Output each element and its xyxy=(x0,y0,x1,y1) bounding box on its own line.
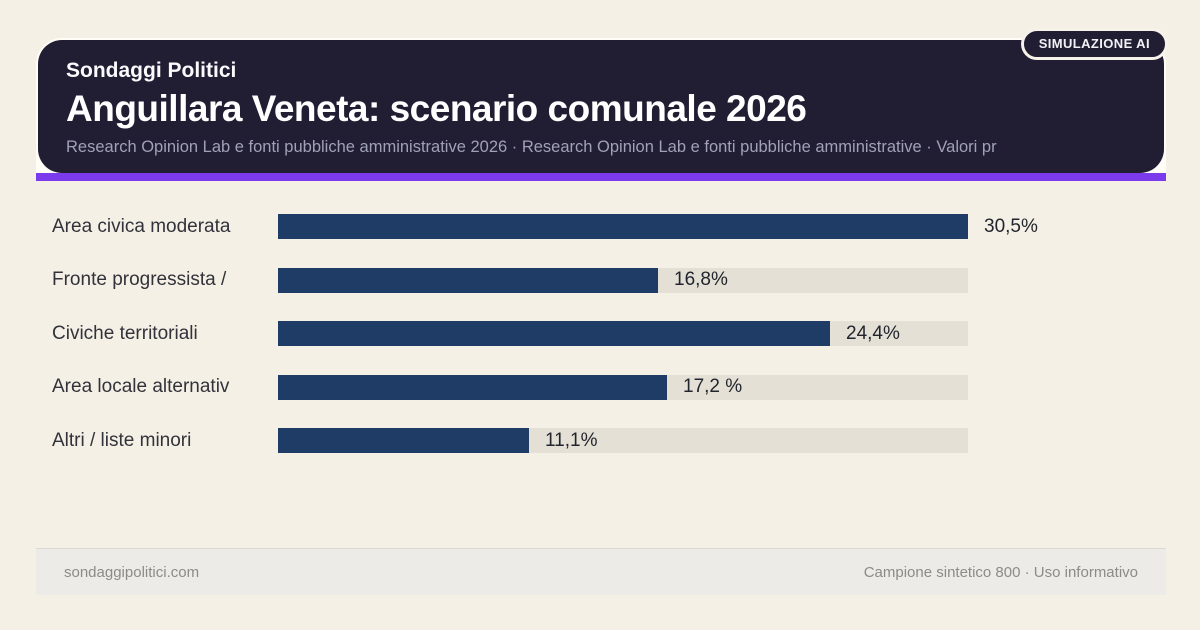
bar-track: 16,8% xyxy=(278,267,968,293)
accent-bar xyxy=(36,173,1166,181)
bar-label: Area locale alternativ xyxy=(52,376,230,397)
chart-row: Civiche territoriali 24,4% xyxy=(52,321,1152,346)
bar-fill xyxy=(278,374,667,400)
chart-row: Area civica moderata 30,5% xyxy=(52,214,1152,239)
bar-chart: Area civica moderata 30,5% Fronte progress… xyxy=(52,214,1152,482)
bar-label: Altri / liste minori xyxy=(52,429,192,451)
chart-row: Fronte progressista / 16,8% xyxy=(52,267,1152,293)
bar-value: 16,8% xyxy=(674,269,728,290)
bar-value: 24,4% xyxy=(846,322,900,344)
bar-label: Fronte progressista / xyxy=(52,269,227,290)
bar-track: 17,2 % xyxy=(278,374,968,400)
bar-value: 17,2 % xyxy=(683,376,743,397)
bar-track: 30,5% xyxy=(278,214,1038,239)
bar-value: 30,5% xyxy=(984,215,1038,237)
bar-label: Civiche territoriali xyxy=(52,322,198,344)
brand-kicker: Sondaggi Politici xyxy=(66,59,237,82)
page-title: Anguillara Veneta: scenario comunale 202… xyxy=(66,88,807,129)
footer-site: sondaggipolitici.com xyxy=(64,563,200,581)
bar-label: Area civica moderata xyxy=(52,215,231,237)
bar-fill xyxy=(278,428,529,453)
chart-row: Altri / liste minori 11,1% xyxy=(52,428,1152,453)
bar-track: 11,1% xyxy=(278,428,968,453)
chart-rows: Area civica moderata 30,5% Fronte progress… xyxy=(52,214,1152,453)
header-subtitle: Research Opinion Lab e fonti pubbliche a… xyxy=(66,138,997,156)
footer: sondaggipolitici.com Campione sintetico … xyxy=(36,548,1166,595)
header: Sondaggi Politici Anguillara Veneta: sce… xyxy=(38,40,1164,173)
footer-note: Campione sintetico 800 · Uso informativo xyxy=(863,563,1138,581)
simulation-badge: SIMULAZIONE AI xyxy=(1020,28,1168,60)
bar-value: 11,1% xyxy=(545,429,598,451)
bar-fill xyxy=(278,321,830,346)
bar-fill xyxy=(278,267,658,293)
bar-track: 24,4% xyxy=(278,321,968,346)
chart-row: Area locale alternativ 17,2 % xyxy=(52,374,1152,400)
bar-fill xyxy=(278,214,968,239)
header-card: Sondaggi Politici Anguillara Veneta: sce… xyxy=(36,38,1166,181)
